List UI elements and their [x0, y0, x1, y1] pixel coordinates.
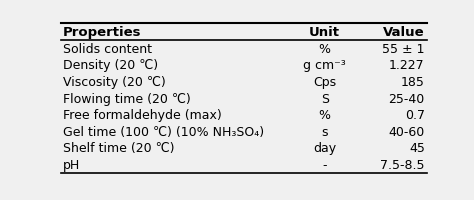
Text: Cps: Cps [313, 75, 336, 88]
Text: Free formaldehyde (max): Free formaldehyde (max) [63, 109, 222, 122]
Text: Density (20 ℃): Density (20 ℃) [63, 59, 158, 72]
Text: S: S [320, 92, 328, 105]
Text: 40-60: 40-60 [389, 125, 425, 138]
Text: 0.7: 0.7 [405, 109, 425, 122]
Text: -: - [322, 158, 327, 171]
Text: %: % [319, 42, 331, 55]
Text: 1.227: 1.227 [389, 59, 425, 72]
Text: pH: pH [63, 158, 80, 171]
Text: Properties: Properties [63, 26, 141, 39]
Text: Solids content: Solids content [63, 42, 152, 55]
Text: %: % [319, 109, 331, 122]
Text: 25-40: 25-40 [389, 92, 425, 105]
Text: 55 ± 1: 55 ± 1 [382, 42, 425, 55]
Text: Shelf time (20 ℃): Shelf time (20 ℃) [63, 142, 174, 155]
Text: Viscosity (20 ℃): Viscosity (20 ℃) [63, 75, 166, 88]
Text: g cm⁻³: g cm⁻³ [303, 59, 346, 72]
Text: day: day [313, 142, 336, 155]
Text: Value: Value [383, 26, 425, 39]
Text: Flowing time (20 ℃): Flowing time (20 ℃) [63, 92, 191, 105]
Text: 7.5-8.5: 7.5-8.5 [380, 158, 425, 171]
Text: s: s [321, 125, 328, 138]
Text: 185: 185 [401, 75, 425, 88]
Text: Gel time (100 ℃) (10% NH₃SO₄): Gel time (100 ℃) (10% NH₃SO₄) [63, 125, 264, 138]
Text: Unit: Unit [309, 26, 340, 39]
Text: 45: 45 [409, 142, 425, 155]
